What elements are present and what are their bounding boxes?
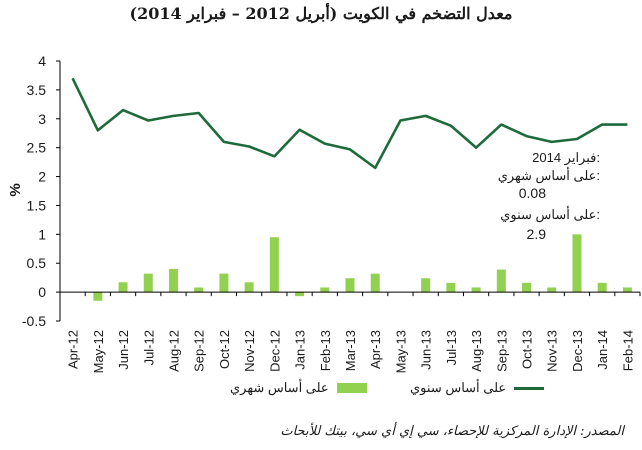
y-tick-label: 1 [38, 226, 46, 242]
legend-annual-label: على أساس سنوي [410, 380, 507, 395]
x-axis: Apr-12 May-12 Jun-12 Jul-12 Aug-12 Sep-12 Oct-… [59, 291, 641, 373]
annotation-annual-label: على أساس سنوي: [500, 206, 600, 223]
x-tick-label: Aug-12 [166, 330, 181, 372]
legend-monthly: على أساس شهري [230, 379, 367, 397]
monthly-bar [118, 282, 128, 293]
legend-line-swatch [514, 386, 545, 390]
monthly-bar [597, 282, 607, 293]
x-tick-label: May-13 [393, 330, 408, 373]
monthly-bar [295, 292, 305, 297]
y-tick-label: 0.5 [27, 255, 47, 271]
y-axis-label: % [7, 183, 24, 196]
x-tick-label: Nov-13 [545, 330, 560, 372]
annotation-annual-value: 2.9 [527, 226, 547, 242]
monthly-bar [622, 287, 632, 293]
monthly-bar [269, 237, 279, 293]
x-tick-label: Jan-13 [293, 330, 308, 370]
x-tick-label: Feb-14 [620, 330, 635, 371]
x-tick-label: May-12 [91, 330, 106, 373]
monthly-bar [496, 269, 506, 293]
x-tick-label: Jan-14 [595, 330, 610, 370]
x-tick-label: Oct-12 [217, 330, 232, 369]
x-tick-label: Jul-13 [444, 330, 459, 365]
monthly-bar [143, 273, 153, 293]
y-axis: -0.5 0 0.5 1 1.5 2 2.5 3 3.5 4 [22, 53, 61, 329]
x-tick-label: Aug-13 [469, 330, 484, 372]
y-tick-label: 2 [38, 169, 46, 185]
annual-line [71, 77, 628, 170]
annotation-monthly-value: 0.08 [519, 185, 546, 201]
monthly-bars [93, 234, 632, 301]
monthly-bar [345, 278, 355, 293]
y-tick-label: -0.5 [22, 313, 46, 329]
legend-bar-swatch [336, 383, 367, 393]
monthly-bar [446, 282, 456, 293]
monthly-bar [471, 287, 481, 293]
monthly-bar [168, 269, 178, 293]
x-tick-label: Jun-13 [419, 330, 434, 370]
annotation-date: فبراير 2014: [532, 150, 600, 166]
source-note: المصدر: الإدارة المركزية للإحصاء، سي إي … [280, 424, 624, 439]
monthly-bar [219, 273, 229, 293]
monthly-bar [370, 273, 380, 293]
x-tick-label: Jun-12 [116, 330, 131, 370]
x-tick-label: Oct-13 [520, 330, 535, 369]
y-tick-label: 1.5 [27, 197, 47, 213]
x-tick-label: Sep-12 [192, 330, 207, 372]
legend-annual: على أساس سنوي [410, 379, 545, 397]
monthly-bar [320, 287, 330, 293]
chart-title: معدل التضخم في الكويت (أبريل 2012 – فبرا… [129, 4, 513, 23]
monthly-bar [244, 282, 254, 293]
x-tick-label: Sep-13 [494, 330, 509, 372]
x-tick-label: Nov-12 [242, 330, 257, 372]
y-tick-label: 0 [38, 284, 46, 300]
x-tick-label: Dec-13 [570, 330, 585, 372]
annotation-monthly-label: على أساس شهري: [498, 167, 600, 184]
annual-series-line [71, 77, 628, 170]
x-tick-label: Mar-13 [343, 330, 358, 371]
x-tick-label: Jul-12 [141, 330, 156, 365]
y-tick-label: 2.5 [27, 140, 47, 156]
monthly-bar [194, 287, 204, 293]
monthly-bar [572, 234, 582, 293]
x-tick-label: Dec-12 [267, 330, 282, 372]
legend-monthly-label: على أساس شهري [230, 380, 329, 395]
monthly-bar [93, 292, 103, 301]
x-tick-label: Feb-13 [318, 330, 333, 371]
x-tick-label: Apr-13 [368, 330, 383, 369]
monthly-bar [547, 287, 557, 293]
y-tick-label: 3 [38, 111, 46, 127]
monthly-bar [421, 278, 431, 293]
annotation: فبراير 2014: على أساس شهري: 0.08 على أسا… [498, 150, 600, 242]
monthly-bar [522, 282, 532, 293]
y-tick-label: 3.5 [27, 82, 47, 98]
x-tick-label: Apr-12 [66, 330, 81, 369]
y-tick-label: 4 [38, 53, 46, 69]
